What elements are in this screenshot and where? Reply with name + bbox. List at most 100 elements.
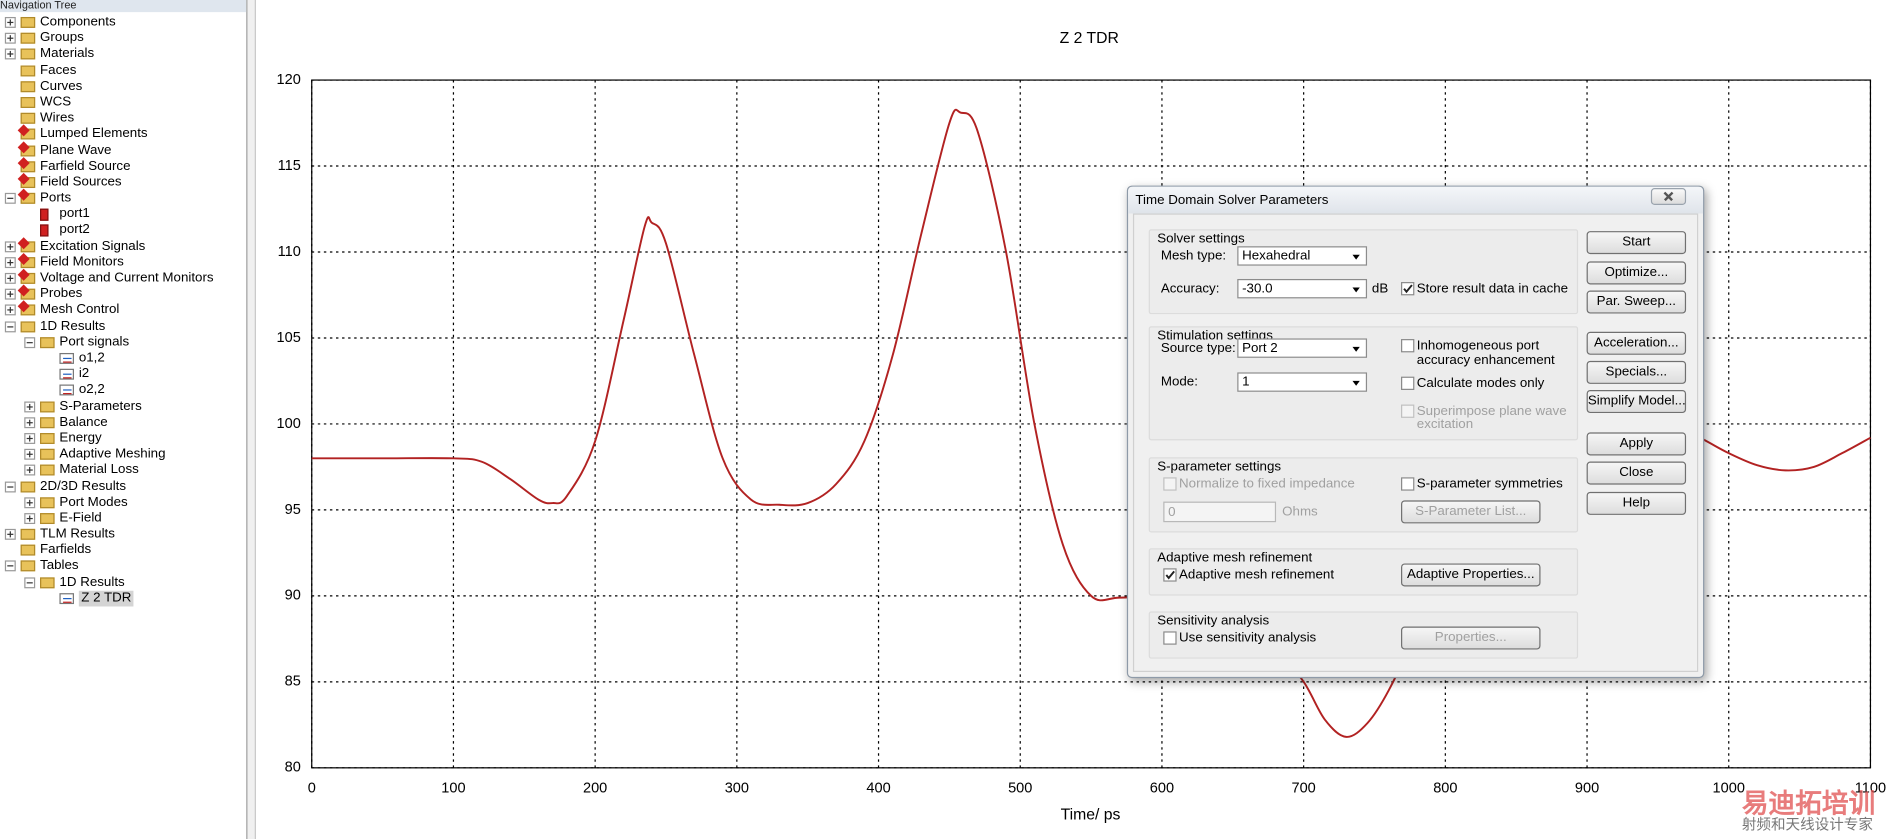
tree-item[interactable]: 1D Results <box>0 319 246 335</box>
expander[interactable] <box>4 256 16 268</box>
tree-icon <box>40 576 55 588</box>
tree-icon <box>20 304 36 316</box>
tree-item[interactable]: Lumped Elements <box>0 127 246 143</box>
tree-item[interactable]: Adaptive Meshing <box>0 447 246 463</box>
group-box: Solver settings <box>1148 229 1579 315</box>
expander[interactable] <box>24 416 36 428</box>
checkbox[interactable] <box>1401 376 1415 390</box>
button[interactable]: Apply <box>1586 432 1687 456</box>
button[interactable]: Adaptive Properties... <box>1401 563 1541 587</box>
dropdown-value: -30.0 <box>1242 281 1273 296</box>
tree-item[interactable]: Curves <box>0 79 246 95</box>
tree-label: port2 <box>59 222 90 238</box>
dropdown[interactable]: Port 2 <box>1237 338 1368 358</box>
tree-item[interactable]: i2 <box>0 367 246 383</box>
expander[interactable] <box>24 496 36 508</box>
close-icon[interactable] <box>1650 188 1687 205</box>
tree-item[interactable]: WCS <box>0 95 246 111</box>
button[interactable]: Help <box>1586 491 1687 515</box>
expander[interactable] <box>24 576 36 588</box>
button[interactable]: Specials... <box>1586 360 1687 384</box>
expander[interactable] <box>24 432 36 444</box>
x-tick-label: 0 <box>308 780 316 796</box>
tree-item[interactable]: Plane Wave <box>0 143 246 159</box>
tree-item[interactable]: Groups <box>0 31 246 47</box>
tree-item[interactable]: Material Loss <box>0 463 246 479</box>
tree-item[interactable]: Materials <box>0 47 246 63</box>
tree-item[interactable]: S-Parameters <box>0 399 246 415</box>
tree-item[interactable]: Probes <box>0 287 246 303</box>
button[interactable]: Close <box>1586 461 1687 485</box>
tree-item[interactable]: Port Modes <box>0 495 246 511</box>
tree-item[interactable]: Voltage and Current Monitors <box>0 271 246 287</box>
expander[interactable] <box>24 512 36 524</box>
tree-item[interactable]: Farfield Source <box>0 159 246 175</box>
field-label: Mesh type: <box>1160 248 1227 264</box>
checkbox[interactable] <box>1163 568 1177 582</box>
tree-item[interactable]: Faces <box>0 63 246 79</box>
tree-icon <box>59 352 74 364</box>
button[interactable]: Simplify Model... <box>1586 389 1687 414</box>
tree-label: Field Monitors <box>40 254 124 270</box>
button[interactable]: Par. Sweep... <box>1586 290 1687 314</box>
dropdown[interactable]: 1 <box>1237 372 1368 392</box>
checkbox[interactable] <box>1401 339 1415 353</box>
tree-item[interactable]: o2,2 <box>0 383 246 399</box>
expander[interactable] <box>4 272 16 284</box>
dropdown[interactable]: Hexahedral <box>1237 246 1368 266</box>
tree-item[interactable]: Field Monitors <box>0 255 246 271</box>
expander[interactable] <box>4 304 16 316</box>
tree-item[interactable]: Excitation Signals <box>0 239 246 255</box>
splitter[interactable] <box>247 0 256 839</box>
expander[interactable] <box>4 240 16 252</box>
tree-item[interactable]: E-Field <box>0 511 246 527</box>
tree-item[interactable]: Farfields <box>0 543 246 559</box>
expander[interactable] <box>24 336 36 348</box>
expander[interactable] <box>4 320 16 332</box>
tree-icon <box>20 32 36 44</box>
tree-item[interactable]: 1D Results <box>0 575 246 591</box>
expander[interactable] <box>4 48 16 60</box>
tree-item[interactable]: Field Sources <box>0 175 246 191</box>
expander[interactable] <box>4 192 16 204</box>
tree-item[interactable]: Components <box>0 15 246 31</box>
tree-item[interactable]: Mesh Control <box>0 303 246 319</box>
dropdown[interactable]: -30.0 <box>1237 278 1368 299</box>
tree-item[interactable]: Z 2 TDR <box>0 590 246 607</box>
expander[interactable] <box>4 16 16 28</box>
plot-frame <box>311 79 1872 769</box>
group-title: Adaptive mesh refinement <box>1157 550 1313 566</box>
button[interactable]: Optimize... <box>1586 261 1687 285</box>
tree-item[interactable]: port1 <box>0 207 246 223</box>
expander[interactable] <box>24 448 36 460</box>
tree-item[interactable]: Balance <box>0 415 246 431</box>
tree-item[interactable]: TLM Results <box>0 527 246 543</box>
expander[interactable] <box>4 32 16 44</box>
checkbox[interactable] <box>1401 282 1415 296</box>
tree-label: Port signals <box>59 334 130 350</box>
expander[interactable] <box>4 560 16 572</box>
button[interactable]: Acceleration... <box>1586 331 1687 355</box>
y-tick-label: 100 <box>277 416 301 432</box>
tree-item[interactable]: Port signals <box>0 335 246 351</box>
tree-item[interactable]: Wires <box>0 111 246 127</box>
tree-item[interactable]: 2D/3D Results <box>0 479 246 495</box>
tree-item[interactable]: port2 <box>0 223 246 239</box>
tree-item[interactable]: Tables <box>0 559 246 575</box>
checkbox <box>1401 404 1415 418</box>
tree-item[interactable]: Ports <box>0 191 246 207</box>
tree-header: Navigation Tree <box>0 0 247 13</box>
expander[interactable] <box>24 464 36 476</box>
checkbox[interactable] <box>1163 631 1177 645</box>
expander[interactable] <box>4 288 16 300</box>
solver-dialog: Time Domain Solver Parameters Solver set… <box>1126 185 1705 679</box>
tree-item[interactable]: Energy <box>0 431 246 447</box>
expander[interactable] <box>24 400 36 412</box>
checkbox[interactable] <box>1401 477 1415 491</box>
button[interactable]: Start <box>1586 231 1687 255</box>
tree-item[interactable]: o1,2 <box>0 351 246 367</box>
expander[interactable] <box>4 480 16 492</box>
x-tick-label: 300 <box>725 780 749 796</box>
checkbox-label: Adaptive mesh refinement <box>1179 567 1335 583</box>
expander[interactable] <box>4 528 16 540</box>
